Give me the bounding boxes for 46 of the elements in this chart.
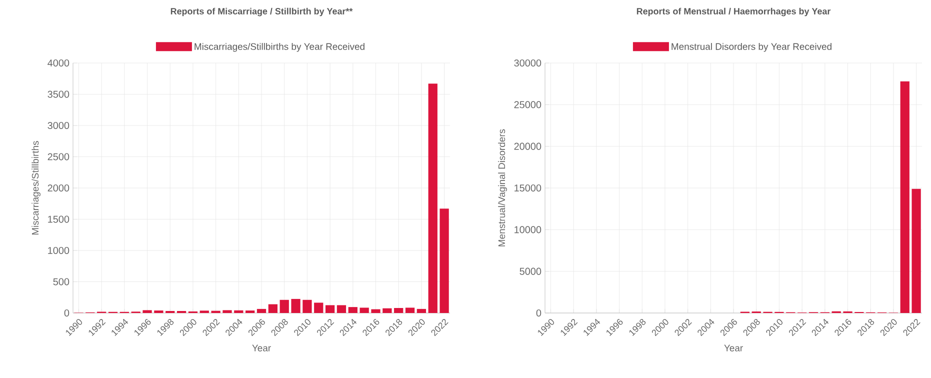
y-tick-label: 3000	[48, 122, 70, 130]
bar	[428, 84, 438, 313]
bar	[348, 307, 358, 313]
y-tick-label: 10000	[514, 226, 542, 234]
y-tick-label: 25000	[514, 101, 542, 108]
bar	[314, 302, 324, 313]
bar	[912, 188, 921, 313]
y-axis-title: Miscarriages/Stillbirths	[32, 141, 40, 235]
x-axis-title: Year	[252, 344, 271, 352]
bar	[900, 81, 910, 313]
bar	[440, 208, 449, 313]
bar	[325, 305, 335, 313]
bar	[234, 310, 244, 313]
y-tick-label: 30000	[514, 59, 542, 67]
bar	[222, 310, 232, 313]
y-tick-label: 1000	[48, 246, 70, 254]
bar	[256, 308, 266, 313]
bar	[416, 308, 426, 313]
y-tick-label: 0	[536, 309, 542, 317]
y-tick-label: 5000	[520, 268, 542, 275]
chart-title: Reports of Menstrual / Haemorrhages by Year	[636, 8, 831, 16]
legend-label: Menstrual Disorders by Year Received	[672, 42, 832, 52]
y-tick-label: 15000	[514, 184, 542, 192]
bar	[360, 308, 369, 313]
y-tick-label: 2000	[48, 184, 70, 192]
bar	[302, 300, 312, 313]
bar	[336, 305, 346, 313]
bar	[291, 298, 300, 313]
y-tick-label: 20000	[514, 142, 542, 150]
y-tick-label: 0	[64, 309, 70, 317]
bar	[280, 300, 289, 313]
y-tick-label: 4000	[48, 59, 70, 67]
y-tick-label: 3500	[48, 90, 70, 98]
bar	[405, 308, 415, 313]
y-axis-title: Menstrual/Vaginal Disorders	[498, 129, 507, 246]
bar	[142, 310, 152, 313]
bar	[371, 309, 380, 313]
bar	[382, 308, 392, 313]
y-tick-label: 500	[53, 278, 70, 286]
legend-label: Miscarriages/Stillbirths by Year Received	[194, 42, 364, 52]
y-tick-label: 1500	[48, 216, 70, 223]
bar	[394, 308, 404, 313]
bar	[268, 304, 278, 313]
y-tick-label: 2500	[48, 153, 70, 160]
chart-title: Reports of Miscarriage / Stillbirth by Year**	[170, 8, 353, 16]
x-axis-title: Year	[724, 344, 743, 352]
